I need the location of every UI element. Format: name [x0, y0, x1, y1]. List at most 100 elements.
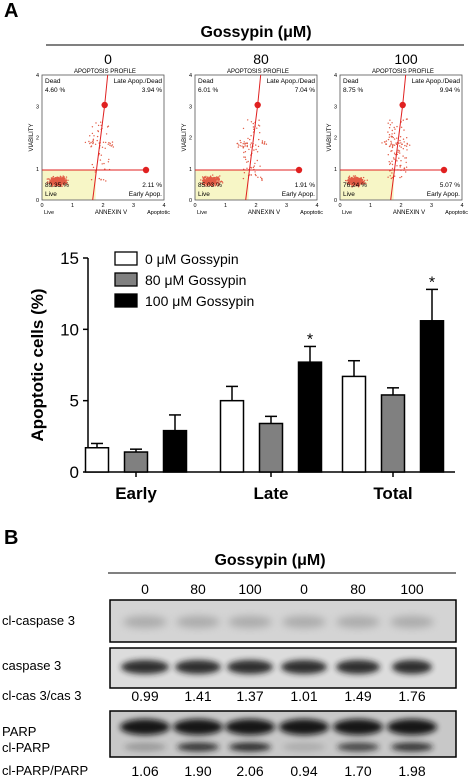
cas-ratio-value: 1.49	[344, 688, 371, 704]
flow-event	[100, 121, 102, 123]
x-tick-label: 4	[162, 203, 165, 209]
lane-labels: 0 80 100 0 80 100	[141, 581, 424, 597]
parp-ratio-value: 1.90	[184, 763, 211, 779]
flow-event	[96, 139, 98, 142]
flow-event	[53, 182, 56, 184]
flow-event	[215, 184, 217, 186]
bar	[297, 361, 323, 473]
flow-event	[52, 177, 54, 180]
flow-event	[264, 141, 266, 143]
early-quadrant-label: Early Apop.	[282, 191, 315, 198]
vertical-gate-line	[390, 104, 404, 201]
late-percent: 3.94 %	[142, 87, 162, 94]
parp-ratio-value: 1.06	[131, 763, 158, 779]
cl-parp-band	[283, 742, 325, 752]
flow-event	[387, 154, 389, 156]
flow-event	[390, 136, 393, 138]
flow-event	[362, 176, 365, 179]
x-tick-label: Late	[254, 484, 289, 503]
flow-event	[50, 179, 52, 181]
flow-event	[204, 177, 206, 179]
flow-event	[92, 166, 95, 169]
flow-event	[88, 140, 90, 143]
flow-event	[393, 158, 395, 160]
flow-event	[91, 126, 94, 128]
flow-event	[57, 183, 59, 185]
x-tick-label: 1	[369, 203, 372, 209]
flow-event	[52, 179, 54, 181]
flow-event	[67, 179, 69, 181]
flow-event	[243, 156, 245, 158]
flow-event	[208, 183, 210, 186]
flow-event	[354, 176, 356, 178]
flow-event	[207, 177, 209, 180]
flow-event	[206, 184, 209, 187]
flow-event	[58, 178, 60, 181]
cl-parp-band	[391, 742, 433, 752]
flow-event	[406, 143, 409, 145]
flow-event	[255, 144, 257, 146]
flow-event	[60, 184, 62, 186]
flow-event	[389, 163, 391, 166]
flow-event	[249, 138, 251, 141]
flow-event	[399, 139, 401, 142]
flow-event	[254, 162, 256, 165]
early-percent: 2.11 %	[142, 182, 162, 189]
flow-event	[63, 181, 66, 183]
flow-event	[238, 144, 240, 146]
flow-event	[394, 153, 396, 156]
flow-event	[112, 146, 115, 148]
flow-event	[94, 143, 97, 145]
legend-label: 0 μM Gossypin	[145, 251, 239, 267]
flow-event	[244, 156, 246, 158]
legend-swatch	[114, 272, 138, 287]
flow-event	[397, 151, 399, 153]
flow-event	[256, 127, 258, 129]
x-tick-label: Early	[115, 484, 157, 503]
flow-event	[91, 163, 94, 166]
vertical-gate-handle	[254, 101, 261, 109]
flow-event	[388, 136, 390, 138]
flow-event	[59, 175, 61, 177]
y-axis-title: Apoptotic cells (%)	[28, 288, 47, 441]
dead-quadrant-label: Dead	[343, 78, 359, 85]
flow-event	[92, 141, 94, 144]
flow-event	[261, 142, 263, 144]
flow-event	[388, 127, 391, 129]
flow-event	[360, 182, 362, 185]
flow-event	[405, 145, 408, 147]
flow-event	[396, 165, 398, 167]
flow-event	[250, 121, 253, 123]
parp-band	[387, 719, 437, 735]
flow-event	[405, 161, 407, 164]
flow-event	[254, 173, 257, 176]
flow-event	[90, 141, 92, 144]
flow-event	[396, 160, 398, 162]
caspase-band	[175, 660, 221, 674]
flow-event	[357, 180, 359, 183]
bar	[84, 446, 110, 473]
flow-event	[359, 180, 361, 183]
flow-event	[218, 183, 220, 185]
flow-event	[61, 185, 63, 187]
flow-event	[64, 181, 67, 184]
flow-event	[97, 130, 100, 133]
flow-event	[348, 179, 351, 181]
flow-event	[261, 140, 264, 142]
parp-band	[120, 719, 170, 735]
flow-event	[206, 181, 208, 183]
flow-event	[387, 176, 389, 178]
flow-event	[359, 177, 361, 179]
flow-event	[90, 179, 93, 181]
flow-event	[217, 179, 219, 181]
corner-apoptotic-label: Apoptotic	[300, 210, 323, 216]
flow-event	[257, 124, 260, 126]
x-tick-label: 0	[40, 203, 43, 209]
flow-event	[250, 135, 252, 137]
y-tick-label: 2	[334, 136, 337, 142]
cl-parp-label: cl-PARP	[2, 740, 50, 755]
flow-event	[237, 146, 239, 148]
flow-event	[400, 160, 402, 162]
x-tick-label: 2	[399, 203, 402, 209]
flow-event	[393, 126, 395, 129]
